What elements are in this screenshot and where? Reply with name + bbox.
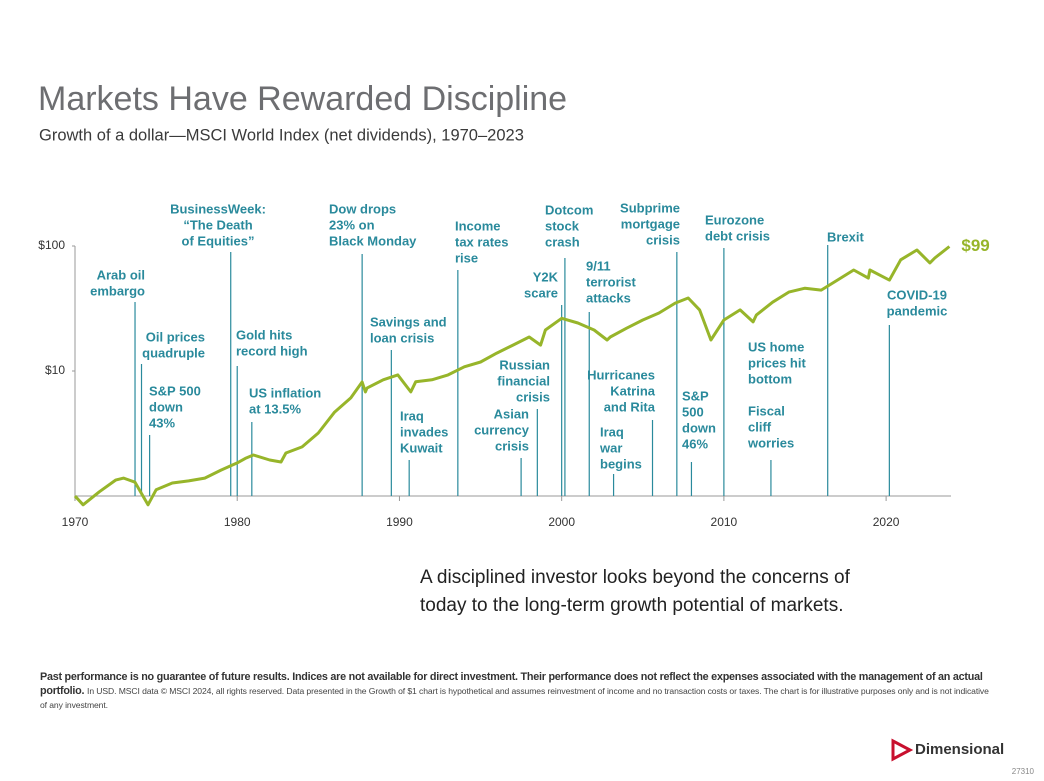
annotation-text: Dotcom: [545, 202, 593, 217]
annotation-text: US home: [748, 339, 804, 354]
annotation-text: S&P 500: [149, 383, 201, 398]
annotation-text: down: [682, 420, 716, 435]
annotation-text: Dow drops: [329, 201, 396, 216]
annotation-text: Asian: [494, 406, 529, 421]
annotation-text: Arab oil: [97, 267, 145, 282]
annotation-text: financial: [497, 373, 550, 388]
logo-icon: [891, 738, 914, 762]
line: [73, 245, 951, 507]
annotation-text: of Equities”: [182, 233, 255, 248]
annotation-text: bottom: [748, 371, 792, 386]
annotation-text: Kuwait: [400, 440, 443, 455]
annotation-text: crash: [545, 234, 580, 249]
annotation-text: US inflation: [249, 385, 321, 400]
annotation-text: tax rates: [455, 234, 508, 249]
annotation-text: Gold hits: [236, 327, 292, 342]
annotation-text: 9/11: [586, 258, 611, 273]
annotation-text: 46%: [682, 436, 708, 451]
annotation-text: begins: [600, 456, 642, 471]
annotation-text: debt crisis: [705, 228, 770, 243]
annotation-text: crisis: [646, 232, 680, 247]
annotation-text: Hurricanes: [587, 367, 655, 382]
annotation-text: invades: [400, 424, 448, 439]
y-tick-label: $10: [45, 363, 65, 377]
annotation-text: cliff: [748, 419, 772, 434]
annotation-text: 43%: [149, 415, 175, 430]
annotation-text: 500: [682, 404, 704, 419]
annotation-text: war: [599, 440, 622, 455]
end-label: $99: [961, 236, 989, 255]
annotation-text: embargo: [90, 283, 145, 298]
footnote: Past performance is no guarantee of futu…: [40, 670, 990, 712]
annotation-text: Black Monday: [329, 233, 417, 248]
annotation-text: BusinessWeek:: [170, 201, 266, 216]
annotation-text: Oil prices: [146, 329, 205, 344]
annotation-text: stock: [545, 218, 580, 233]
annotation-text: attacks: [586, 290, 631, 305]
logo-text: Dimensional: [915, 741, 1004, 758]
footnote-text: In USD. MSCI data © MSCI 2024, all right…: [40, 686, 989, 710]
annotation-text: COVID-19: [887, 287, 947, 302]
x-tick-label: 2000: [548, 515, 575, 529]
annotation-text: record high: [236, 343, 308, 358]
annotation-text: 23% on: [329, 217, 375, 232]
annotation-text: at 13.5%: [249, 401, 301, 416]
annotation-text: Fiscal: [748, 403, 785, 418]
annotation-text: Eurozone: [705, 212, 764, 227]
annotation-text: scare: [524, 285, 558, 300]
annotation-text: terrorist: [586, 274, 637, 289]
x-tick-label: 2020: [873, 515, 900, 529]
annotation-text: Iraq: [600, 424, 624, 439]
annotation-text: Subprime: [620, 200, 680, 215]
x-tick-label: 1990: [386, 515, 413, 529]
annotation-text: Y2K: [533, 269, 559, 284]
x-tick-label: 1980: [224, 515, 251, 529]
annotation-text: and Rita: [604, 399, 656, 414]
annotation-text: quadruple: [142, 345, 205, 360]
chart-title: Markets Have Rewarded Discipline: [38, 80, 567, 118]
annotation-text: Katrina: [610, 383, 656, 398]
annotation-text: loan crisis: [370, 330, 434, 345]
annotation-text: Income: [455, 218, 501, 233]
annotation-text: currency: [474, 422, 530, 437]
annotation-text: “The Death: [183, 217, 252, 232]
x-tick-label: 1970: [62, 515, 89, 529]
annotation-text: Savings and: [370, 314, 447, 329]
annotation-text: prices hit: [748, 355, 806, 370]
y-tick-label: $100: [38, 238, 65, 252]
chart-subtitle: Growth of a dollar—MSCI World Index (net…: [39, 126, 524, 144]
footnote-bold: Past performance is no guarantee of futu…: [40, 671, 983, 697]
logo: Dimensional: [891, 738, 1004, 762]
annotation-text: rise: [455, 250, 478, 265]
annotation-text: pandemic: [887, 303, 948, 318]
annotation-text: crisis: [516, 389, 550, 404]
tagline: A disciplined investor looks beyond the …: [420, 567, 851, 588]
annotation-text: Iraq: [400, 408, 424, 423]
x-tick-label: 2010: [711, 515, 738, 529]
annotation-text: S&P: [682, 388, 709, 403]
annotation-text: Brexit: [827, 229, 865, 244]
annotation-text: down: [149, 399, 183, 414]
tagline: today to the long-term growth potential …: [420, 595, 844, 616]
annotation-text: crisis: [495, 438, 529, 453]
annotation-text: mortgage: [621, 216, 680, 231]
page-code: 27310: [1012, 767, 1035, 776]
annotation-text: worries: [747, 435, 794, 450]
annotation-text: Russian: [499, 357, 550, 372]
